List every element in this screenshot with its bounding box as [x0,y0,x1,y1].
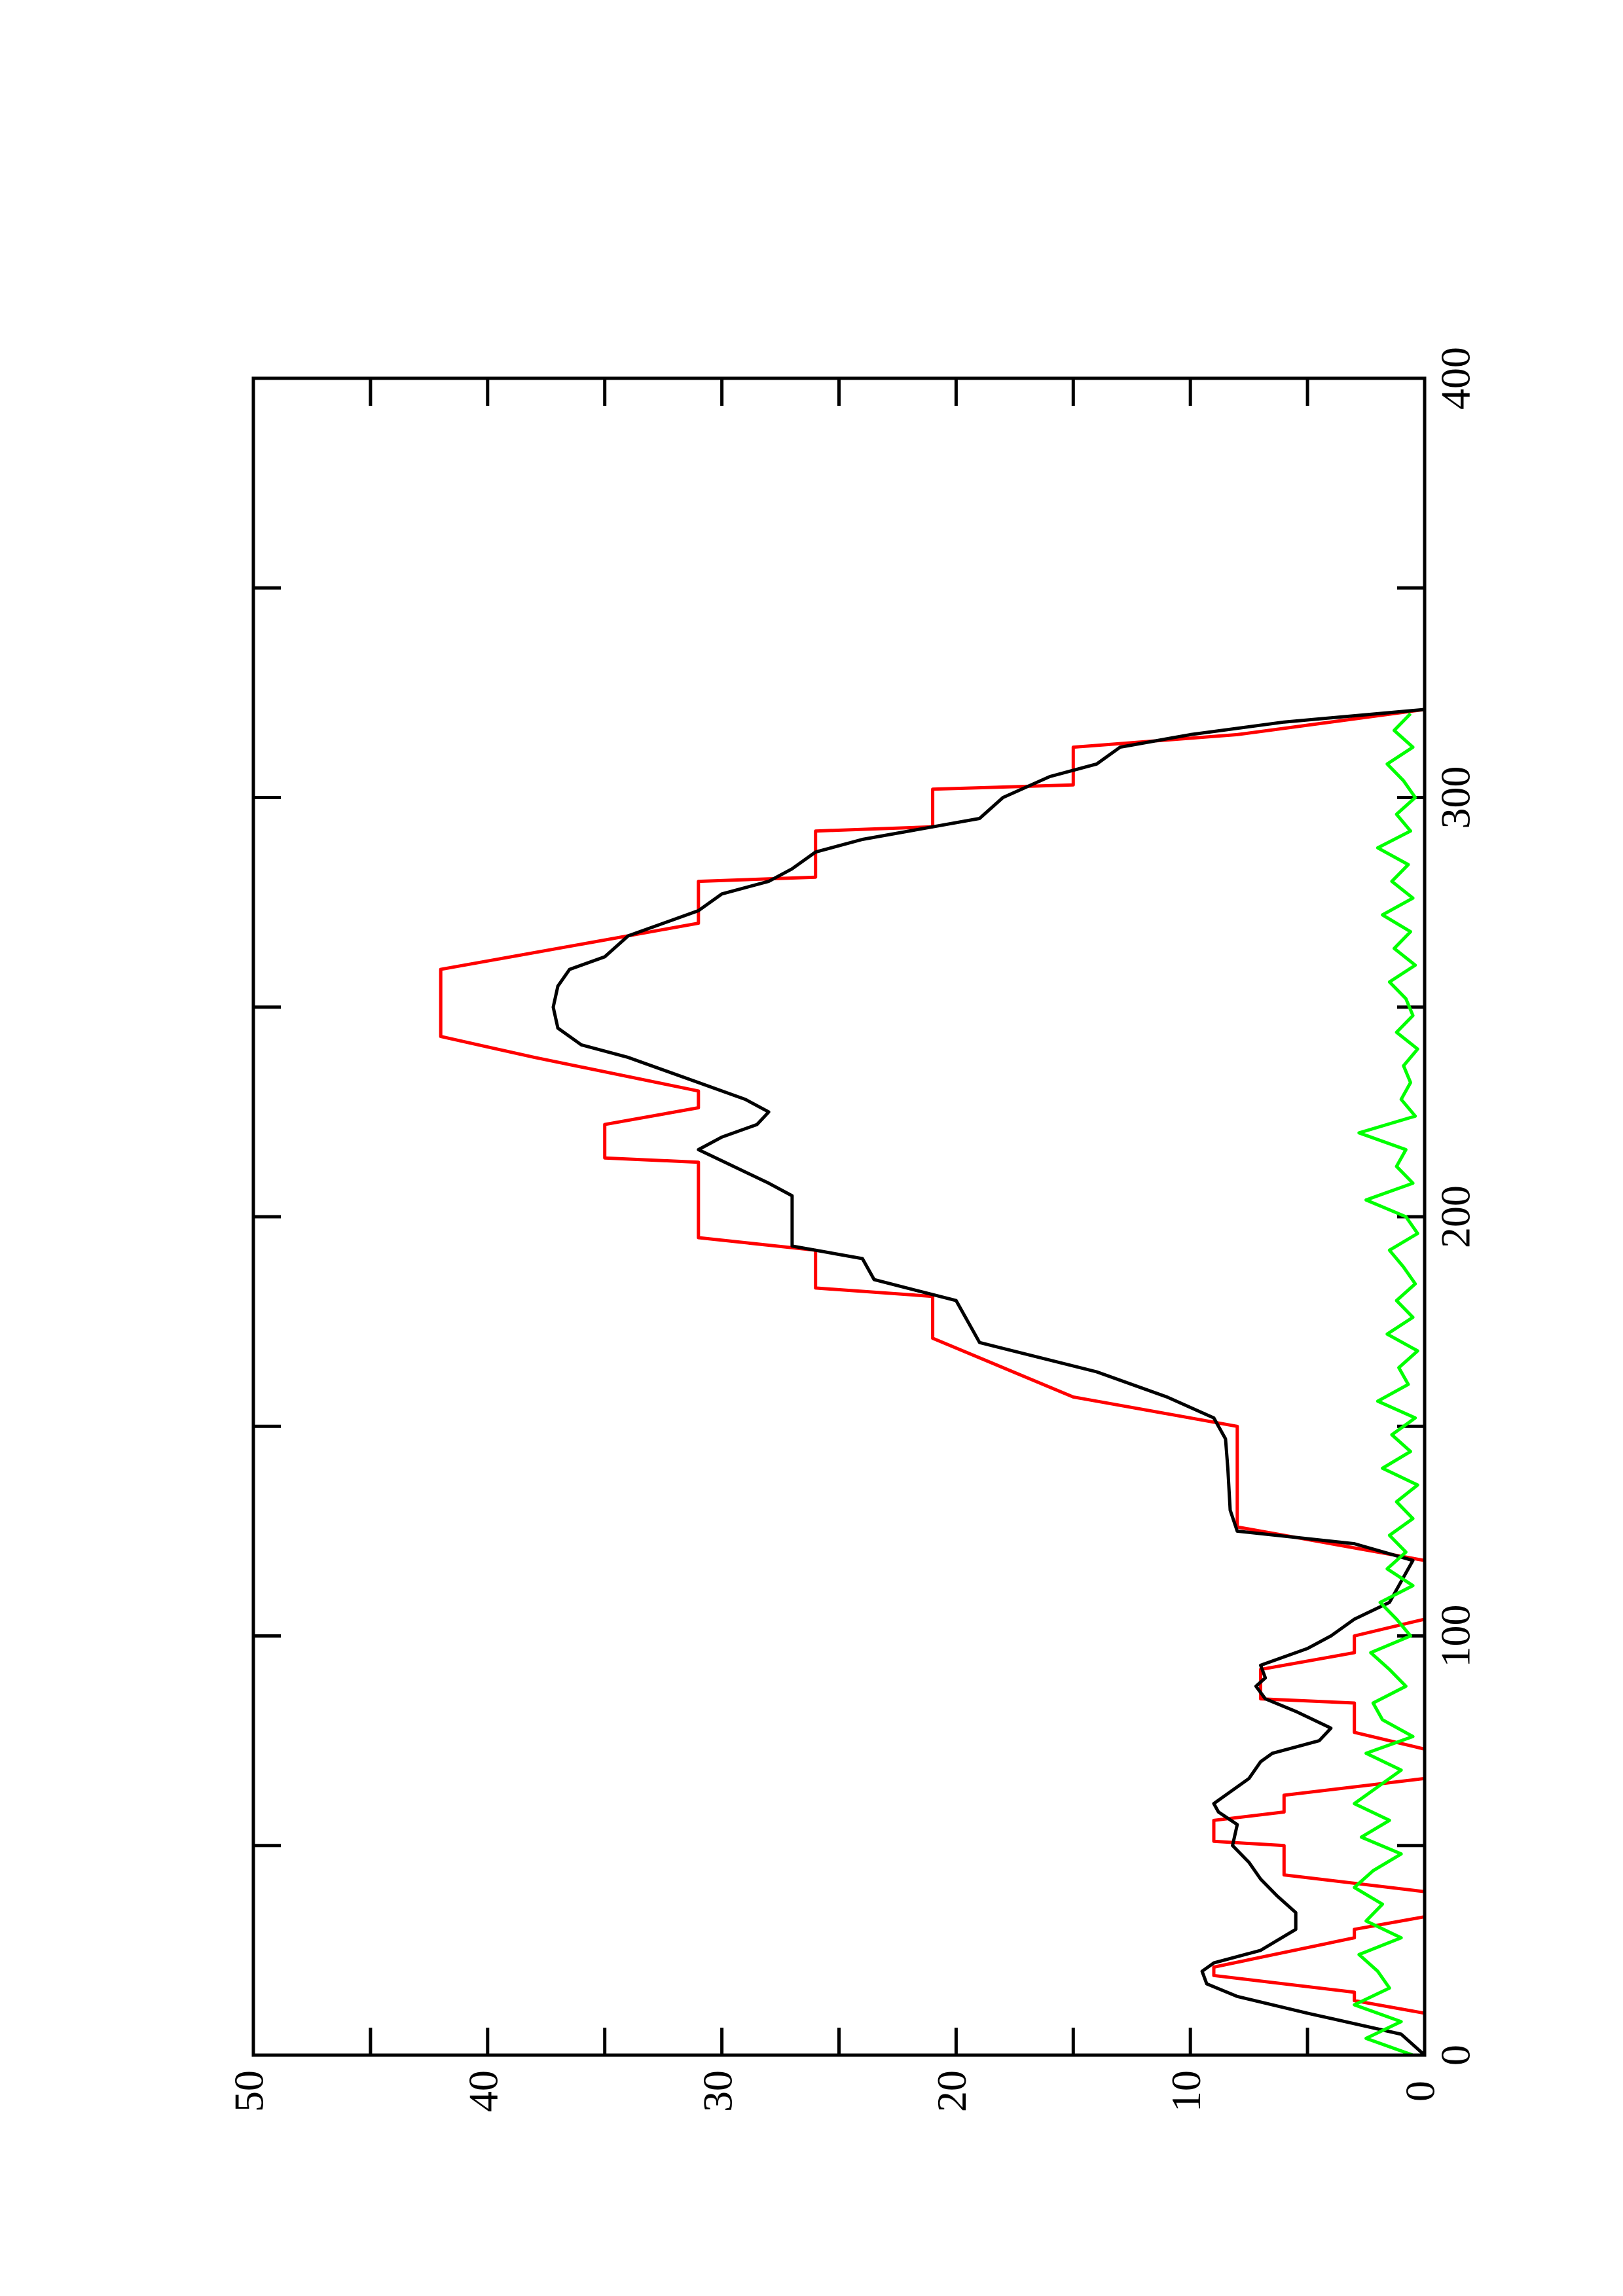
y-tick-label: 10 [1163,2070,1209,2112]
x-tick-label: 200 [1432,1185,1479,1248]
y-tick-label: 40 [460,2070,506,2112]
x-tick-label: 0 [1432,2045,1479,2066]
plot-frame [251,376,1427,2057]
line-series [551,708,1426,2056]
x-tick-label: 100 [1432,1605,1479,1668]
x-tick-label: 400 [1432,347,1479,410]
y-tick-label: 30 [694,2070,740,2112]
line-series [1353,712,1419,2057]
y-tick-label: 0 [1397,2081,1444,2102]
y-tick-label: 20 [928,2070,975,2112]
line-series [439,708,1427,2015]
x-tick-label: 300 [1432,766,1479,829]
y-tick-label: 50 [226,2070,272,2112]
